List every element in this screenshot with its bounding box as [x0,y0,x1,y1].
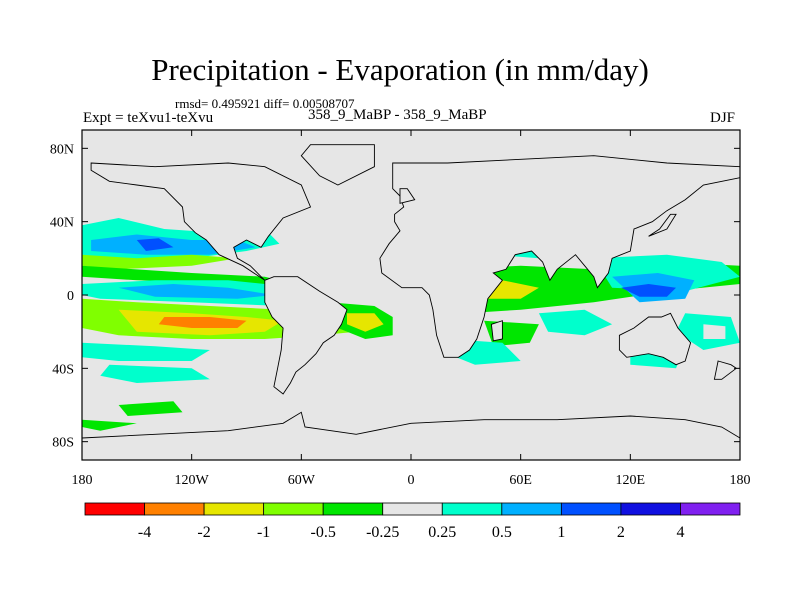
land-australia [618,312,692,366]
colorbar-swatch [680,502,741,516]
colorbar-label: 0.25 [428,524,456,541]
contour-indian-south-blue [538,309,613,336]
contour-south-ocean-green [118,401,183,416]
colorbar-label: -2 [197,524,210,541]
colorbar-label: -0.25 [366,524,399,541]
x-tick-label: 0 [408,473,415,488]
stats-label: rmsd= 0.495921 diff= 0.00508707 [175,96,355,111]
case-label: 358_9_MaBP - 358_9_MaBP [308,107,487,123]
season-label: DJF [710,110,736,126]
colorbar-swatch [382,502,443,516]
land-japan [648,213,677,237]
contour-south-pacific-blue [82,342,210,361]
land-north-america [90,162,312,281]
contour-south-ocean-green-2 [82,419,137,431]
colorbar-label: 0.5 [492,524,512,541]
colorbar-label: 1 [557,524,565,541]
land-uk [399,188,416,204]
contour-subtropic-pacific-green [82,265,302,286]
contour-north-pacific-green [82,254,238,270]
y-tick-label: 0 [67,289,74,304]
colorbar-swatch [144,502,205,516]
colorbar-label: -4 [138,524,151,541]
x-tick-label: 60E [509,473,532,488]
x-tick-label: 180 [730,473,751,488]
colorbar-swatch [620,502,681,516]
contour-north-pacific-core [136,238,174,251]
experiment-label: Expt = teXvu1-teXvu [83,110,214,126]
x-tick-label: 60W [288,473,316,488]
colorbar-swatch [322,502,384,516]
x-tick-label: 180 [72,473,93,488]
colorbar-swatch [84,502,145,516]
land-south-america [264,276,348,395]
land-greenland [300,144,375,186]
land-antarctica [82,411,740,460]
contour-atlantic-yellow [347,313,384,332]
contour-east-pacific-ring [703,324,726,339]
y-tick-label: 40N [50,216,74,231]
colorbar-label: 2 [617,524,625,541]
colorbar-swatch [263,502,324,516]
land-eurasia-africa [379,155,740,358]
land-madagascar [490,320,503,342]
colorbar-swatch [441,502,503,516]
y-tick-label: 80N [50,142,74,157]
colorbar-swatch [501,502,562,516]
x-tick-label: 120W [175,473,210,488]
x-tick-label: 120E [616,473,646,488]
contour-south-ocean-blue [100,364,210,383]
contour-itcz-dark [118,284,274,299]
plot-title: Precipitation - Evaporation (in mm/day) [151,52,649,87]
y-tick-label: 40S [52,362,74,377]
colorbar-swatch [560,502,622,516]
colorbar-label: 4 [676,524,684,541]
colorbar-swatch [203,502,265,516]
contour-south-pacific-orange [158,317,247,328]
colorbar-label: -0.5 [311,524,336,541]
contour-west-pacific-dark [621,284,676,297]
y-tick-label: 80S [52,436,74,451]
colorbar-label: -1 [257,524,270,541]
land-new-zealand [713,360,738,380]
